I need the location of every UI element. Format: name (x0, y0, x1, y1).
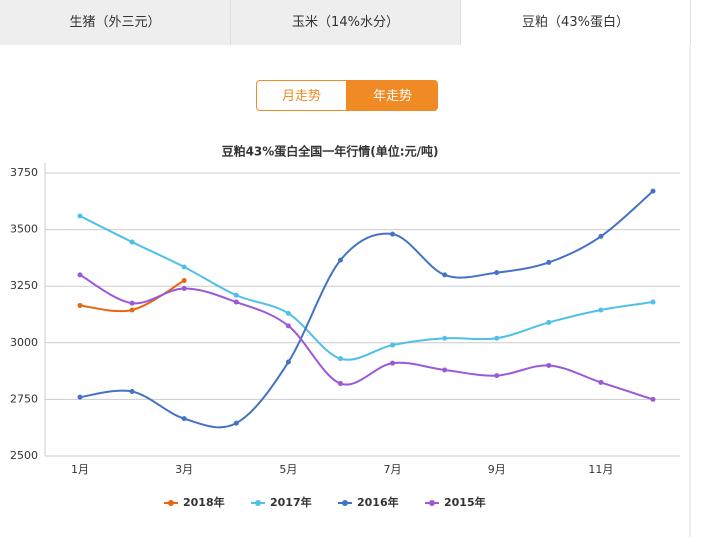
y-tick-label: 2750 (10, 392, 38, 405)
point (233, 299, 239, 305)
point (442, 367, 448, 373)
tab[interactable]: 玉米（14%水分） (231, 0, 461, 45)
point (546, 362, 552, 368)
legend-label: 2016年 (357, 495, 399, 509)
point (494, 270, 500, 276)
point (494, 373, 500, 379)
series-line (79, 274, 654, 401)
point (390, 231, 396, 237)
x-tick-label: 7月 (384, 463, 402, 476)
point (181, 278, 187, 284)
tab[interactable]: 生猪（外三元） (0, 0, 231, 45)
y-tick-label: 3250 (10, 279, 38, 292)
x-tick-label: 11月 (588, 463, 613, 476)
y-tick-label: 2500 (10, 449, 38, 462)
point (390, 342, 396, 348)
point (546, 319, 552, 325)
point (390, 360, 396, 366)
point (77, 272, 83, 278)
year-button[interactable]: 年走势 (347, 80, 438, 111)
point (598, 233, 604, 239)
point (129, 239, 135, 245)
point (650, 188, 656, 194)
y-tick-label: 3000 (10, 336, 38, 349)
chart-title: 豆粕43%蛋白全国一年行情(单位:元/吨) (222, 144, 439, 159)
point (181, 416, 187, 422)
point (233, 292, 239, 298)
x-tick-label: 5月 (279, 463, 297, 476)
series-line (79, 215, 654, 361)
legend-dot (168, 500, 174, 506)
point (598, 379, 604, 385)
legend-dot (429, 500, 435, 506)
tab[interactable]: 豆粕（43%蛋白） (461, 0, 691, 45)
series-line (79, 190, 654, 429)
legend-dot (255, 500, 261, 506)
x-tick-label: 9月 (488, 463, 506, 476)
x-tick-label: 3月 (175, 463, 193, 476)
point (181, 264, 187, 270)
point (337, 381, 343, 387)
point (233, 420, 239, 426)
point (494, 335, 500, 341)
point (77, 213, 83, 219)
point (442, 272, 448, 278)
legend-label: 2018年 (183, 495, 225, 509)
point (285, 310, 291, 316)
point (77, 394, 83, 400)
point (546, 259, 552, 265)
month-button[interactable]: 月走势 (256, 80, 347, 111)
series-line (79, 279, 185, 313)
x-tick-label: 1月 (71, 463, 89, 476)
y-tick-label: 3500 (10, 223, 38, 236)
point (77, 302, 83, 308)
point (181, 285, 187, 291)
point (285, 323, 291, 329)
point (442, 335, 448, 341)
legend-label: 2015年 (444, 495, 486, 509)
legend-dot (342, 500, 348, 506)
point (129, 300, 135, 306)
point (129, 388, 135, 394)
point (337, 257, 343, 263)
point (650, 299, 656, 305)
point (129, 307, 135, 313)
legend-label: 2017年 (270, 495, 312, 509)
point (598, 307, 604, 313)
y-tick-label: 3750 (10, 166, 38, 179)
point (337, 356, 343, 362)
point (285, 359, 291, 365)
point (650, 396, 656, 402)
